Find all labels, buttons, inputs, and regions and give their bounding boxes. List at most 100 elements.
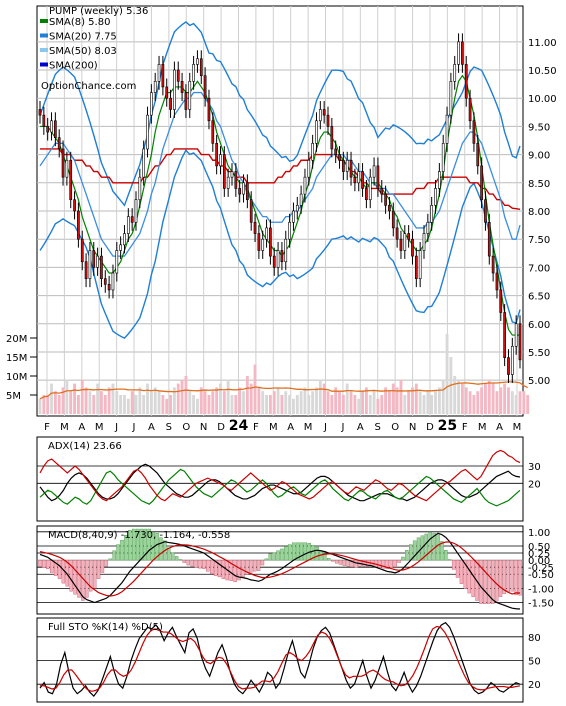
candle-body — [265, 227, 268, 240]
macd-histogram-bar — [120, 540, 124, 561]
volume-bar — [261, 391, 265, 414]
macd-histogram-bar — [487, 559, 491, 604]
volume-bar — [437, 387, 441, 414]
candle-body — [73, 199, 76, 212]
volume-bar — [222, 391, 226, 414]
panel-tick-label: -1.50 — [528, 599, 554, 610]
macd-title: MACD(8,40,9) -1.730, -1.164, -0.558 — [48, 530, 230, 541]
volume-bar — [211, 391, 215, 414]
macd-histogram-bar — [424, 533, 429, 561]
macd-histogram-bar — [143, 528, 148, 561]
macd-histogram-bar — [291, 542, 296, 561]
month-label: A — [357, 422, 364, 433]
watermark: OptionChance.com — [41, 81, 136, 92]
macd-histogram-bar — [116, 544, 120, 561]
candle-body — [288, 221, 291, 240]
adx-lines — [39, 449, 521, 507]
macd-histogram-bar — [131, 528, 136, 561]
macd-histogram-bar — [245, 559, 249, 575]
macd-histogram-bar — [510, 559, 514, 592]
macd-histogram-bar — [506, 559, 510, 592]
adx-panel: 30 20 ADX(14) 23.66 — [36, 436, 541, 522]
macd-histogram-bar — [451, 559, 456, 570]
volume-bar — [460, 383, 464, 414]
candle-body — [196, 58, 199, 65]
candle-body — [372, 165, 376, 178]
macd-histogram-bar — [96, 559, 101, 579]
volume-bar — [441, 379, 445, 414]
candle-body — [103, 278, 107, 285]
macd-histogram-bar — [350, 559, 354, 568]
candle-body — [434, 188, 437, 206]
volume-bar — [69, 391, 73, 414]
month-label: J — [114, 422, 118, 433]
month-label: A — [287, 422, 294, 433]
volume-bar — [288, 395, 292, 414]
candle-body — [84, 261, 88, 279]
candle-body — [480, 165, 483, 201]
candle-body — [284, 238, 288, 263]
month-label: M — [95, 422, 104, 433]
volume-bar — [142, 395, 146, 414]
month-label: A — [78, 422, 85, 433]
legend-swatch — [40, 33, 48, 38]
volume-bar — [307, 395, 311, 414]
macd-histogram-bar — [50, 559, 54, 573]
macd-histogram-bar — [455, 559, 460, 578]
candlesticks — [38, 33, 522, 383]
candle-body — [269, 227, 272, 257]
price-tick-label: 6.50 — [528, 292, 550, 303]
adx-title: ADX(14) 23.66 — [48, 441, 122, 452]
volume-bar — [230, 395, 234, 414]
candle-body — [464, 64, 468, 99]
candle-body — [353, 176, 357, 184]
candle-body — [484, 199, 487, 223]
volume-tick-label: 20M — [6, 334, 27, 345]
volume-bar — [123, 395, 126, 414]
candle-body — [453, 64, 457, 82]
volume-bar — [272, 391, 276, 414]
adx-axis-labels: 30 20 — [528, 462, 541, 490]
volume-bar — [345, 383, 349, 414]
volume-bar — [130, 391, 134, 414]
volume-bar — [165, 398, 169, 414]
macd-histogram-bar — [377, 559, 382, 568]
candle-body — [192, 64, 195, 82]
candle-body — [100, 255, 103, 279]
candle-body — [165, 86, 169, 99]
candle-body — [184, 92, 188, 110]
volume-bar — [318, 379, 322, 414]
candle-body — [203, 75, 207, 99]
volume-bar — [518, 391, 522, 414]
bollinger-lower-line — [39, 149, 521, 339]
sto-panel: 80 50 20 Full STO %K(14) %D(5) — [36, 617, 541, 703]
candle-body — [246, 182, 249, 201]
macd-histogram-bar — [299, 542, 304, 561]
macd-histogram-bar — [479, 559, 483, 604]
price-tick-label: 11.00 — [528, 38, 557, 49]
candle-body — [499, 289, 503, 313]
macd-histogram-bar — [198, 559, 202, 569]
volume-bar — [111, 383, 115, 414]
macd-histogram-bar — [280, 548, 284, 561]
volume-tick-label: 5M — [6, 391, 21, 402]
candle-body — [357, 171, 361, 184]
volume-tick-label: 10M — [6, 372, 27, 383]
macd-histogram-bar — [112, 550, 116, 561]
candle-body — [134, 199, 138, 223]
macd-histogram-bar — [186, 559, 190, 566]
legend-swatch — [40, 48, 48, 52]
volume-bar — [422, 395, 426, 414]
candle-body — [418, 250, 422, 279]
macd-histogram-bar — [385, 559, 390, 569]
candle-body — [161, 64, 165, 88]
macd-histogram-bar — [46, 559, 50, 569]
candle-body — [176, 69, 180, 82]
candle-body — [503, 312, 506, 358]
panel-tick-label: 1.00 — [528, 528, 550, 539]
candle-body — [253, 221, 257, 234]
series-line — [39, 532, 521, 610]
macd-histogram-bar — [108, 558, 112, 561]
candle-body — [222, 154, 226, 189]
candle-body — [318, 109, 322, 122]
